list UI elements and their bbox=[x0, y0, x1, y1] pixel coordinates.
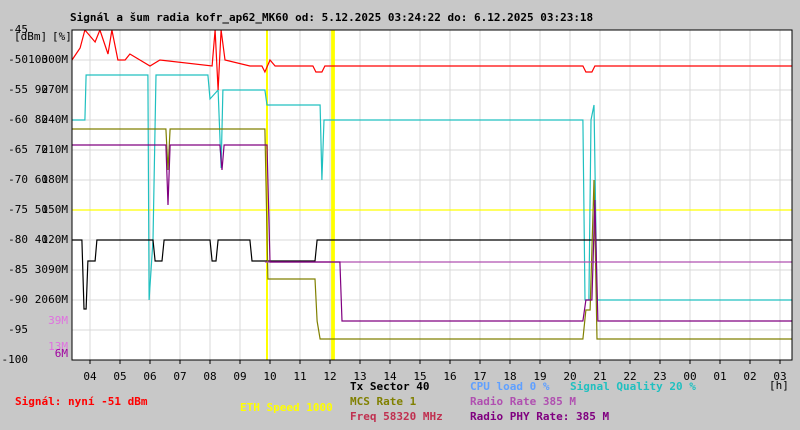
y3-tick-label: 270M bbox=[42, 83, 69, 96]
series-line bbox=[72, 144, 792, 322]
x-unit: [h] bbox=[769, 379, 789, 392]
x-tick-label: 19 bbox=[533, 370, 546, 383]
y3-tick-label: 60M bbox=[48, 293, 68, 306]
y2-tick-label: 60 bbox=[35, 173, 48, 186]
y-tick-label: -75 bbox=[8, 203, 28, 216]
x-tick-label: 17 bbox=[473, 370, 486, 383]
x-tick-label: 03 bbox=[773, 370, 786, 383]
legend-entry: Tx Sector 40 bbox=[350, 380, 429, 393]
y-tick-label: -80 bbox=[8, 233, 28, 246]
marker-tick-label: 6M bbox=[55, 347, 69, 360]
series-line bbox=[72, 128, 792, 340]
x-tick-label: 04 bbox=[83, 370, 97, 383]
legend-entry: MCS Rate 1 bbox=[350, 395, 417, 408]
y3-tick-label: 90M bbox=[48, 263, 68, 276]
legend-entry: Radio Rate 385 M bbox=[470, 395, 576, 408]
y-tick-label: -60 bbox=[8, 113, 28, 126]
y-tick-label: -65 bbox=[8, 143, 28, 156]
y2-tick-label: 90 bbox=[35, 83, 48, 96]
plot-border bbox=[71, 29, 793, 361]
x-tick-label: 11 bbox=[293, 370, 306, 383]
y3-tick-label: 150M bbox=[42, 203, 69, 216]
y2-tick-label: 30 bbox=[35, 263, 48, 276]
y-unit: [dBm] bbox=[14, 30, 47, 43]
x-tick-label: 07 bbox=[173, 370, 186, 383]
y-tick-label: -90 bbox=[8, 293, 28, 306]
legend-note: Freq 58320 MHz bbox=[350, 410, 443, 423]
x-tick-label: 18 bbox=[503, 370, 516, 383]
x-tick-label: 12 bbox=[323, 370, 336, 383]
y3-tick-label: 300M bbox=[42, 53, 69, 66]
x-tick-label: 20 bbox=[563, 370, 576, 383]
y2-tick-label: 80 bbox=[35, 113, 48, 126]
y-tick-label: -85 bbox=[8, 263, 28, 276]
x-tick-label: 06 bbox=[143, 370, 156, 383]
y2-tick-label: 40 bbox=[35, 233, 48, 246]
y2-tick-label: 70 bbox=[35, 143, 48, 156]
series-line bbox=[72, 30, 792, 91]
y3-tick-label: 210M bbox=[42, 143, 69, 156]
x-tick-label: 15 bbox=[413, 370, 426, 383]
y3-tick-label: 180M bbox=[42, 173, 69, 186]
series-line bbox=[72, 239, 792, 310]
y-tick-label: -45 bbox=[8, 23, 28, 36]
y-tick-label: -55 bbox=[8, 83, 28, 96]
plot-lines bbox=[72, 30, 792, 360]
y2-tick-label: 20 bbox=[35, 293, 48, 306]
y2-tick-label: 50 bbox=[35, 203, 48, 216]
y-tick-label: -50 bbox=[8, 53, 28, 66]
series-line bbox=[72, 74, 792, 301]
x-tick-label: 10 bbox=[263, 370, 276, 383]
x-tick-label: 14 bbox=[383, 370, 397, 383]
x-tick-label: 00 bbox=[683, 370, 696, 383]
x-tick-label: 09 bbox=[233, 370, 246, 383]
y-tick-label: -95 bbox=[8, 323, 28, 336]
x-tick-label: 23 bbox=[653, 370, 666, 383]
marker-tick-label: 39M bbox=[48, 314, 68, 327]
y3-tick-label: 120M bbox=[42, 233, 69, 246]
y2-unit: [%] bbox=[52, 30, 72, 43]
x-tick-label: 22 bbox=[623, 370, 636, 383]
y-tick-label: -70 bbox=[8, 173, 28, 186]
x-tick-label: 21 bbox=[593, 370, 606, 383]
y2-tick-label: 100 bbox=[28, 53, 48, 66]
x-tick-label: 02 bbox=[743, 370, 756, 383]
legend-note: CPU load 0 % bbox=[470, 380, 550, 393]
x-tick-label: 16 bbox=[443, 370, 456, 383]
x-tick-label: 05 bbox=[113, 370, 126, 383]
x-tick-label: 08 bbox=[203, 370, 216, 383]
plot-area bbox=[72, 30, 792, 360]
y-tick-label: -100 bbox=[2, 353, 29, 366]
marker-tick-label: 13M bbox=[48, 340, 68, 353]
x-tick-label: 01 bbox=[713, 370, 726, 383]
x-tick-label: 13 bbox=[353, 370, 366, 383]
legend-entry: ETH Speed 1000 bbox=[240, 401, 333, 414]
legend-entry: Radio PHY Rate: 385 M bbox=[470, 410, 609, 423]
legend-entry: Signál: nyní -51 dBm bbox=[15, 395, 148, 408]
legend-entry: Signal Quality 20 % bbox=[570, 380, 696, 393]
y3-tick-label: 240M bbox=[42, 113, 69, 126]
chart-title: Signál a šum radia kofr_ap62_MK60 od: 5.… bbox=[70, 11, 593, 24]
